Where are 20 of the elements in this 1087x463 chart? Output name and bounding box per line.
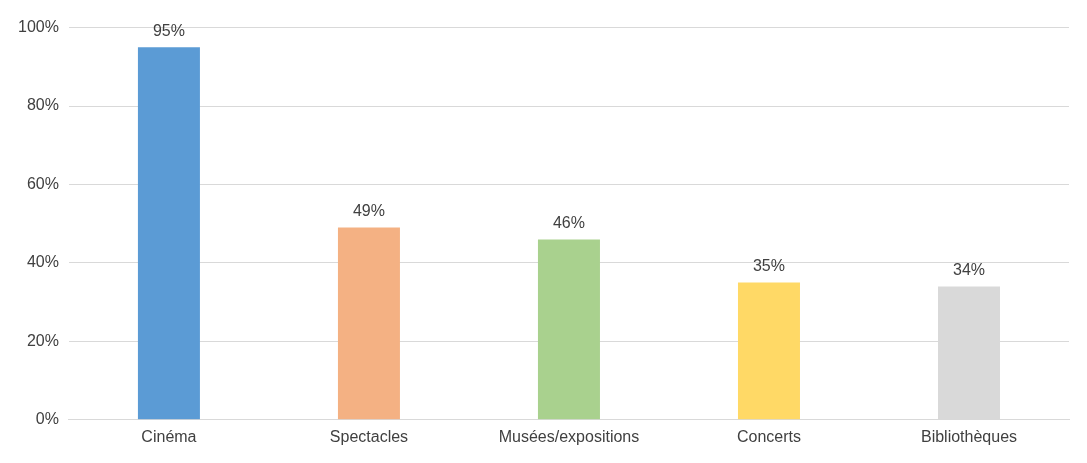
bar: [137, 47, 200, 420]
bar: [337, 227, 400, 420]
x-tick-label: Concerts: [736, 427, 801, 445]
data-label: 49%: [352, 202, 385, 220]
y-tick-label: 80%: [26, 96, 59, 114]
data-label: 95%: [152, 21, 185, 39]
y-tick-label: 0%: [35, 410, 59, 428]
y-tick-label: 40%: [26, 253, 59, 271]
bar: [737, 282, 800, 420]
x-tick-label: Musées/expositions: [498, 427, 640, 445]
data-label: 35%: [752, 256, 785, 274]
data-label: 46%: [552, 213, 585, 231]
y-tick-label: 100%: [18, 18, 59, 36]
x-tick-label: Spectacles: [329, 427, 409, 445]
y-tick-label: 20%: [26, 331, 59, 349]
x-tick-label: Bibliothèques: [920, 427, 1018, 445]
x-tick-label: Cinéma: [141, 427, 197, 445]
data-label: 34%: [952, 260, 986, 278]
bar: [537, 239, 600, 420]
y-tick-label: 60%: [26, 174, 59, 192]
